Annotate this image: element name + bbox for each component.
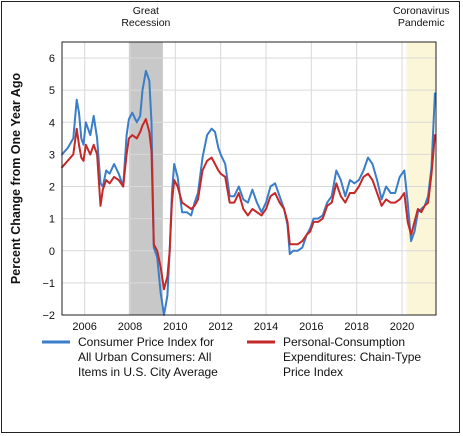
x-tick-label: 2010: [163, 321, 187, 333]
y-tick-label: −2: [42, 310, 55, 322]
x-tick-label: 2018: [344, 321, 368, 333]
y-tick-label: 5: [49, 85, 55, 97]
y-tick-label: 3: [49, 149, 55, 161]
series-line-0: [61, 69, 436, 316]
x-tick-label: 2006: [72, 321, 96, 333]
y-axis-label: Percent Change from One Year Ago: [9, 73, 23, 285]
region-annotation-0-1: Recession: [121, 17, 170, 29]
y-tick-label: 4: [49, 117, 55, 129]
y-axis-ticks: −2 −1 0 1 2 3 4 5 6: [42, 53, 55, 322]
legend-label-1-1: Expenditures: Chain-Type: [283, 350, 421, 364]
region-annotation-0-0: Great: [133, 5, 159, 17]
legend-label-0-1: All Urban Consumers: All: [78, 350, 211, 364]
y-tick-label: 1: [49, 214, 55, 226]
plot-area-border: [61, 41, 437, 316]
x-tick-label: 2008: [118, 321, 142, 333]
y-tick-label: 2: [49, 182, 55, 194]
y-tick-label: 0: [49, 246, 55, 258]
series-lines: [61, 69, 436, 316]
region-annotation-1-1: Pandemic: [398, 17, 445, 29]
legend-label-1-0: Personal-Consumption: [283, 335, 405, 349]
region-annotation-1-0: Coronavirus: [393, 5, 450, 17]
shaded-region-0: [128, 42, 163, 315]
x-tick-label: 2012: [208, 321, 232, 333]
legend-label-1-2: Price Index: [283, 365, 343, 379]
x-tick-label: 2016: [299, 321, 323, 333]
legend-label-0-0: Consumer Price Index for: [78, 335, 214, 349]
x-axis-ticks: 2006 2008 2010 2012 2014 2016 2018 2020: [72, 321, 414, 333]
y-tick-label: −1: [42, 278, 55, 290]
y-tick-label: 6: [49, 53, 55, 65]
x-tick-label: 2020: [390, 321, 414, 333]
x-tick-label: 2014: [254, 321, 278, 333]
legend-label-0-2: Items in U.S. City Average: [78, 365, 218, 379]
series-line-1: [61, 118, 436, 291]
